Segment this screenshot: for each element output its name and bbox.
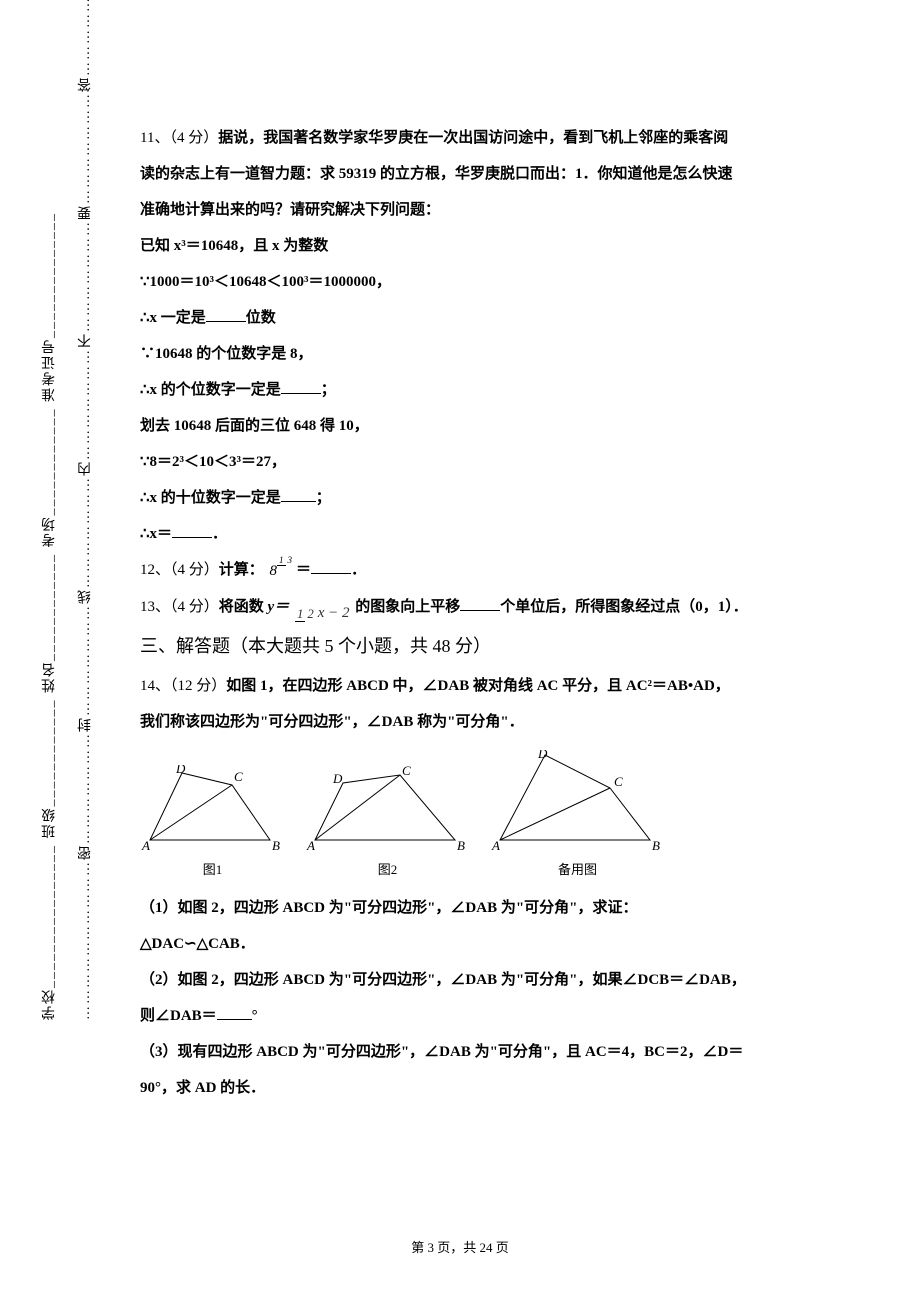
- q11-step7a: ∴x 的十位数字一定是: [140, 490, 281, 506]
- q14-part3a: （3）现有四边形 ABCD 为"可分四边形"，∠DAB 为"可分角"，且 AC＝…: [140, 1034, 800, 1070]
- q13-yeq: y＝: [268, 599, 290, 615]
- q11-given: 已知 x³＝10648，且 x 为整数: [140, 228, 800, 264]
- q14-line1: 14、（12 分）如图 1，在四边形 ABCD 中，∠DAB 被对角线 AC 平…: [140, 668, 800, 704]
- q13-text-a: 将函数: [219, 599, 268, 615]
- q12-base: 8: [270, 563, 278, 579]
- q14-line1b: 我们称该四边形为"可分四边形"，∠DAB 称为"可分角"．: [140, 704, 800, 740]
- blank-angle-dab: [217, 1005, 252, 1020]
- q11-step8: ∴x＝ ．: [140, 516, 800, 552]
- q13-text-c: 个单位后，所得图象经过点（0，1）．: [500, 599, 748, 615]
- q11-step4: ∴x 的个位数字一定是 ；: [140, 372, 800, 408]
- q13-points: （4 分）: [170, 599, 219, 615]
- blank-ones-digit: [281, 379, 321, 394]
- q12-number: 12、: [140, 562, 170, 578]
- figure-spare-label: 备用图: [490, 854, 665, 885]
- q12-tail: ．: [351, 562, 366, 578]
- q13-xminus2: x − 2: [318, 605, 350, 621]
- q14-points: （12 分）: [170, 678, 226, 694]
- q11-step8b: ．: [212, 526, 227, 542]
- binding-margin: 学校________________ 班级____________ 姓名____…: [40, 120, 110, 1020]
- figure-1-svg: A B C D: [140, 765, 285, 850]
- blank-x-value: [172, 523, 212, 538]
- q11-line3: 准确地计算出来的吗？请研究解决下列问题：: [140, 192, 800, 228]
- svg-text:D: D: [537, 750, 548, 761]
- svg-text:C: C: [614, 774, 623, 789]
- svg-text:B: B: [652, 838, 660, 850]
- svg-text:A: A: [306, 838, 315, 850]
- q12-exp-den: 3: [286, 555, 295, 565]
- q13-line: 13、（4 分）将函数 y＝ 12x − 2 的图象向上平移 个单位后，所得图象经…: [140, 589, 800, 626]
- svg-text:B: B: [457, 838, 465, 850]
- q14-figures-row: A B C D 图1 A B C D: [140, 750, 800, 885]
- svg-text:D: D: [175, 765, 186, 776]
- q14-part3b: 90°，求 AD 的长．: [140, 1070, 800, 1106]
- page-content: 11、（4 分）据说，我国著名数学家华罗庚在一次出国访问途中，看到飞机上邻座的乘…: [140, 120, 800, 1106]
- q13-frac-num: 1: [295, 607, 305, 622]
- svg-text:A: A: [491, 838, 500, 850]
- figure-2-svg: A B C D: [305, 765, 470, 850]
- q11-step2: ∴x 一定是 位数: [140, 300, 800, 336]
- q11-step3: ∵10648 的个位数字是 8，: [140, 336, 800, 372]
- svg-text:B: B: [272, 838, 280, 850]
- q14-part2b-b: °: [252, 1008, 258, 1024]
- margin-outer-labels: 学校________________ 班级____________ 姓名____…: [40, 120, 60, 1020]
- q13-expression: 12x − 2: [295, 589, 350, 625]
- q11-step7: ∴x 的十位数字一定是 ；: [140, 480, 800, 516]
- q11-line1: 据说，我国著名数学家华罗庚在一次出国访问途中，看到飞机上邻座的乘客阅: [218, 130, 728, 146]
- blank-q13-units: [460, 596, 500, 611]
- q11-step4a: ∴x 的个位数字一定是: [140, 382, 281, 398]
- blank-digits: [206, 307, 246, 322]
- figure-spare: A B C D 备用图: [490, 750, 665, 885]
- svg-text:A: A: [141, 838, 150, 850]
- svg-text:D: D: [332, 771, 343, 786]
- q11-points: （4 分）: [169, 130, 218, 146]
- q12-points: （4 分）: [170, 562, 219, 578]
- q11-step2b: 位数: [246, 310, 276, 326]
- q11-para1: 11、（4 分）据说，我国著名数学家华罗庚在一次出国访问途中，看到飞机上邻座的乘…: [140, 120, 800, 156]
- q14-part2b-a: 则∠DAB＝: [140, 1008, 217, 1024]
- q14-part1a: （1）如图 2，四边形 ABCD 为"可分四边形"，∠DAB 为"可分角"，求证…: [140, 890, 800, 926]
- q12-expression: 813: [270, 553, 295, 589]
- figure-2: A B C D 图2: [305, 765, 470, 885]
- svg-text:C: C: [234, 769, 243, 784]
- q11-step5: 划去 10648 后面的三位 648 得 10，: [140, 408, 800, 444]
- q13-frac-den: 2: [305, 607, 315, 621]
- section-3-heading: 三、解答题（本大题共 5 个小题，共 48 分）: [140, 625, 800, 668]
- q13-text-b: 的图象向上平移: [355, 599, 460, 615]
- blank-q12-answer: [311, 559, 351, 574]
- q12-eq: ＝: [296, 562, 311, 578]
- blank-tens-digit: [281, 487, 316, 502]
- q12-text: 计算：: [219, 562, 264, 578]
- figure-1: A B C D 图1: [140, 765, 285, 885]
- q12-exp-num: 1: [277, 555, 286, 566]
- page-footer: 第 3 页，共 24 页: [0, 1237, 920, 1256]
- q11-step1: ∵1000＝10³＜10648＜100³＝1000000，: [140, 264, 800, 300]
- q12-line: 12、（4 分）计算： 813 ＝ ．: [140, 552, 800, 589]
- q11-line2: 读的杂志上有一道智力题：求 59319 的立方根，华罗庚脱口而出：1．你知道他是…: [140, 156, 800, 192]
- q11-step8a: ∴x＝: [140, 526, 172, 542]
- q11-number: 11、: [140, 130, 169, 146]
- q11-step2a: ∴x 一定是: [140, 310, 206, 326]
- q14-line1a: 如图 1，在四边形 ABCD 中，∠DAB 被对角线 AC 平分，且 AC²＝A…: [226, 678, 730, 694]
- svg-text:C: C: [402, 765, 411, 778]
- q14-number: 14、: [140, 678, 170, 694]
- figure-2-label: 图2: [305, 854, 470, 885]
- q14-part1b: △DAC∽△CAB．: [140, 926, 800, 962]
- q13-number: 13、: [140, 599, 170, 615]
- q11-step4b: ；: [321, 382, 336, 398]
- q14-part2a: （2）如图 2，四边形 ABCD 为"可分四边形"，∠DAB 为"可分角"，如果…: [140, 962, 800, 998]
- q11-step7b: ；: [316, 490, 331, 506]
- q14-part2b: 则∠DAB＝ °: [140, 998, 800, 1034]
- q11-step6: ∵8＝2³＜10＜3³＝27，: [140, 444, 800, 480]
- margin-inner-seal-line: …………………………密…………………封…………………线…………………内………………: [76, 120, 96, 1020]
- figure-spare-svg: A B C D: [490, 750, 665, 850]
- figure-1-label: 图1: [140, 854, 285, 885]
